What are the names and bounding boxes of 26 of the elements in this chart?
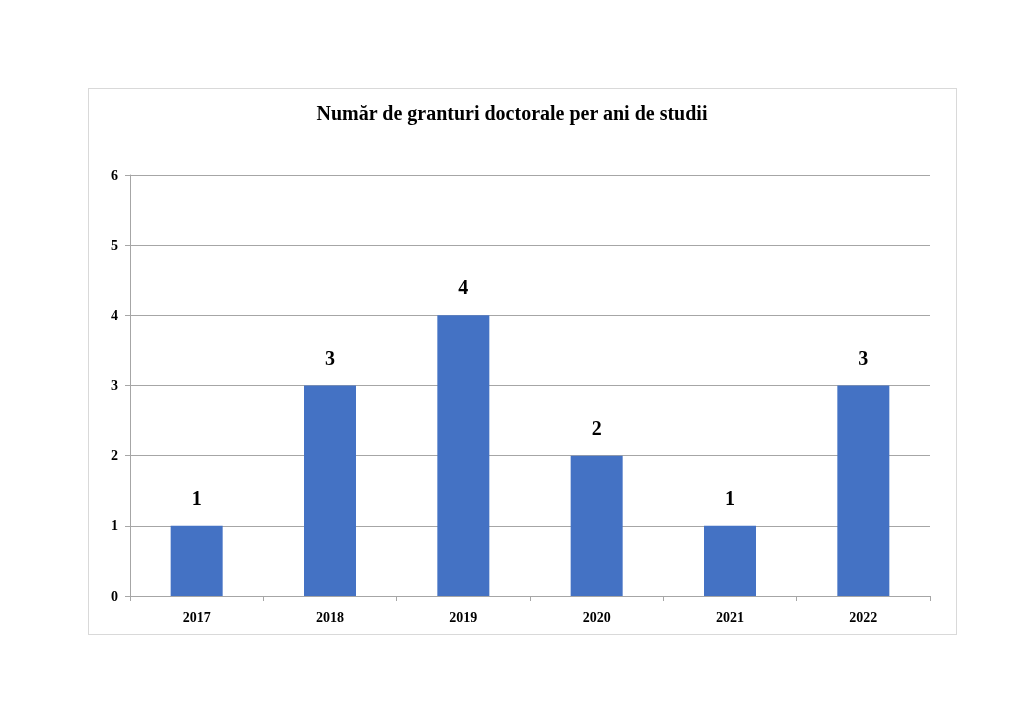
x-tick-label: 2022 xyxy=(849,609,878,625)
bar xyxy=(170,525,223,596)
y-tick-label: 0 xyxy=(111,588,118,604)
y-tick-label: 3 xyxy=(111,378,118,393)
x-tick-label: 2017 xyxy=(182,609,211,625)
data-label: 2 xyxy=(591,416,602,439)
y-tick-label: 2 xyxy=(111,448,118,464)
data-label: 3 xyxy=(325,346,335,369)
data-label: 3 xyxy=(858,346,869,369)
y-tick-label: 6 xyxy=(111,167,118,183)
x-tick-label: 2020 xyxy=(582,609,611,625)
y-tick-label: 4 xyxy=(111,307,118,323)
x-tick-label: 2018 xyxy=(316,609,344,625)
bar xyxy=(304,385,356,596)
data-label: 1 xyxy=(191,486,202,509)
y-tick-label: 1 xyxy=(111,518,118,534)
chart-title: Număr de granturi doctorale per ani de studii xyxy=(316,102,708,125)
bar xyxy=(837,385,890,596)
data-label: 4 xyxy=(458,276,469,299)
bar xyxy=(704,525,756,596)
bar xyxy=(437,315,490,596)
bar xyxy=(570,455,623,596)
y-tick-label: 5 xyxy=(111,237,118,253)
x-tick-label: 2019 xyxy=(449,609,478,625)
data-label: 1 xyxy=(725,486,735,509)
x-tick-label: 2021 xyxy=(716,609,744,625)
